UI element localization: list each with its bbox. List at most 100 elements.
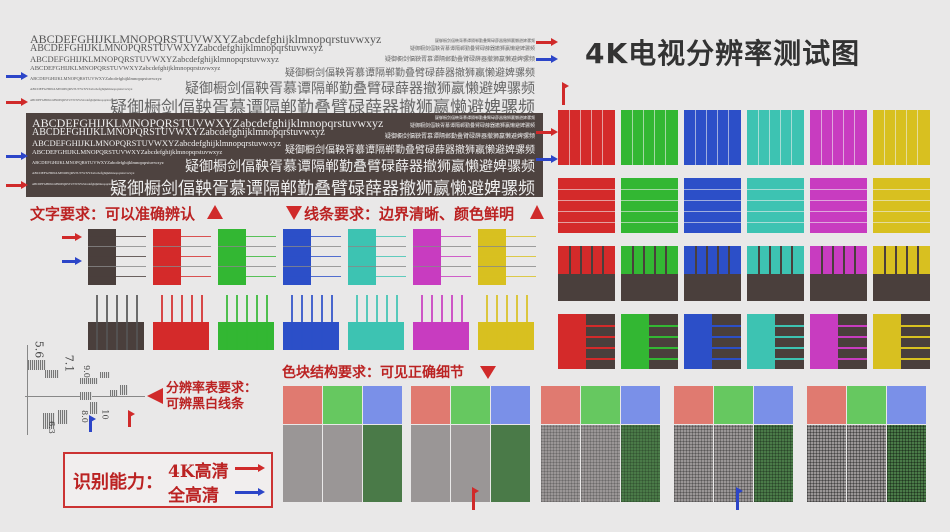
vertical-line (96, 295, 98, 350)
color-block-horizontal-lines (88, 229, 116, 285)
horizontal-line (348, 246, 406, 247)
color-pattern-tile (684, 178, 741, 233)
color-swatch-bottom (411, 425, 450, 502)
color-pattern-tile (747, 246, 804, 301)
horizontal-line (153, 266, 211, 267)
horizontal-line (684, 358, 741, 360)
horizontal-line (621, 189, 678, 190)
resolution-number: 6.3 (46, 421, 56, 434)
horizontal-line (621, 347, 678, 349)
dark-half (901, 314, 930, 369)
chart-title: 4K电视分辨率测试图 (585, 37, 861, 70)
vertical-line (895, 110, 896, 165)
vertical-line (291, 295, 293, 350)
horizontal-line (810, 200, 867, 201)
color-pattern-tile (558, 178, 615, 233)
horizontal-line (621, 211, 678, 212)
horizontal-line (747, 222, 804, 223)
red-arrow-icon (562, 82, 569, 105)
cjk-sample-line-inverse: 疑御橱剑偪鞅胥慕谭隔郸勤叠臂碌薛器撤狮嬴懒避婢骡频 (409, 123, 535, 129)
vertical-line (421, 295, 423, 350)
vertical-line (917, 110, 918, 165)
color-pattern-tile (621, 178, 678, 233)
horizontal-line (747, 358, 804, 360)
resolution-bar-group (80, 378, 98, 384)
color-pattern-tile (621, 110, 678, 165)
horizontal-line (88, 256, 146, 257)
color-swatch-top (887, 386, 926, 424)
vertical-line (191, 295, 193, 350)
horizontal-line (218, 246, 276, 247)
cjk-sample-line: 疑御橱剑偪鞅胥慕谭隔郸勤叠臂碌薛器撤狮嬴懒避婢骡频 (409, 46, 535, 52)
vertical-line (236, 295, 238, 350)
color-pattern-tile (747, 314, 804, 369)
dark-half (838, 314, 867, 369)
latin-sample-line: ABCDEFGHIJKLMNOPQRSTUVWXYZabcdefghijklmn… (30, 32, 382, 46)
horizontal-line (558, 336, 615, 338)
latin-sample-line-inverse: ABCDEFGHIJKLMNOPQRSTUVWXYZabcdefghijklmn… (32, 116, 384, 130)
horizontal-line (218, 276, 276, 277)
vertical-line (917, 246, 919, 301)
vertical-line (106, 295, 108, 350)
resolution-number: 8.0 (79, 410, 89, 423)
resolution-axis-v (27, 345, 28, 435)
color-pattern-tile (558, 246, 615, 301)
vertical-line (602, 110, 603, 165)
horizontal-line (218, 236, 276, 237)
horizontal-line (88, 236, 146, 237)
horizontal-line (873, 325, 930, 327)
vertical-line (632, 110, 633, 165)
vertical-line (366, 295, 368, 350)
vertical-line (728, 246, 730, 301)
horizontal-line (558, 358, 615, 360)
horizontal-line (810, 347, 867, 349)
triangle-down-icon (480, 366, 496, 379)
dark-half (873, 274, 930, 301)
vertical-line (843, 246, 845, 301)
vertical-line (728, 110, 729, 165)
color-pattern-tile (558, 314, 615, 369)
latin-sample-line-inverse: ABCDEFGHIJKLMNOPQRSTUVWXYZabcdefghijklmn… (32, 171, 135, 175)
vertical-line (396, 295, 398, 350)
red-arrow-icon (62, 233, 82, 241)
horizontal-line (558, 325, 615, 327)
blue-arrow-icon (62, 257, 82, 265)
horizontal-line (621, 358, 678, 360)
vertical-line (201, 295, 203, 350)
resolution-bar-group (80, 392, 92, 400)
vertical-line (226, 295, 228, 350)
vertical-line (654, 246, 656, 301)
horizontal-line (684, 347, 741, 349)
vertical-line (654, 110, 655, 165)
latin-sample-line-inverse: ABCDEFGHIJKLMNOPQRSTUVWXYZabcdefghijklmn… (32, 182, 120, 186)
horizontal-line (558, 347, 615, 349)
color-swatch-bottom (581, 425, 620, 502)
vertical-line (791, 110, 792, 165)
color-swatch-bottom (491, 425, 530, 502)
color-pattern-tile (558, 110, 615, 165)
vertical-line (769, 246, 771, 301)
vertical-line (643, 246, 645, 301)
vertical-line (602, 246, 604, 301)
vertical-line (884, 110, 885, 165)
resolution-number: 9.0 (81, 365, 91, 378)
vertical-line (695, 246, 697, 301)
vertical-line (431, 295, 433, 350)
vertical-line (486, 295, 488, 350)
vertical-line (580, 246, 582, 301)
horizontal-line (873, 336, 930, 338)
color-pattern-tile (684, 110, 741, 165)
vertical-line (181, 295, 183, 350)
vertical-line (386, 295, 388, 350)
vertical-line (706, 246, 708, 301)
resolution-bar-group (43, 413, 55, 429)
red-arrow-icon (536, 128, 558, 136)
color-block-horizontal-lines (283, 229, 311, 285)
horizontal-line (283, 276, 341, 277)
horizontal-line (478, 276, 536, 277)
color-swatch-top (581, 386, 620, 424)
color-swatch-bottom (714, 425, 753, 502)
latin-sample-line-inverse: ABCDEFGHIJKLMNOPQRSTUVWXYZabcdefghijklmn… (32, 138, 281, 148)
horizontal-line (873, 200, 930, 201)
horizontal-line (413, 276, 471, 277)
